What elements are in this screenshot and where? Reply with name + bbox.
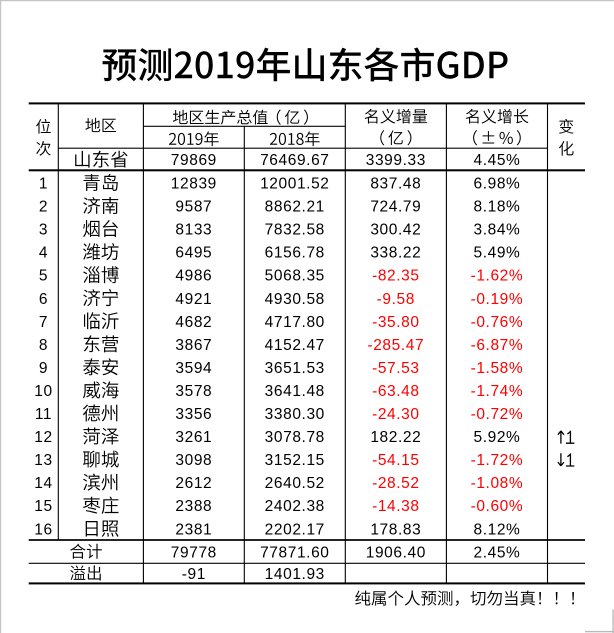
svg-text:-57.53: -57.53 — [372, 360, 420, 377]
svg-text:-1.62%: -1.62% — [471, 268, 524, 285]
svg-text:-28.52: -28.52 — [372, 475, 420, 492]
svg-text:3399.33: 3399.33 — [366, 152, 426, 169]
svg-text:182.22: 182.22 — [370, 429, 421, 446]
svg-text:6: 6 — [39, 291, 48, 308]
svg-text:13: 13 — [34, 452, 52, 469]
svg-text:837.48: 837.48 — [370, 176, 421, 193]
svg-text:3098: 3098 — [175, 452, 212, 469]
svg-text:-14.38: -14.38 — [372, 498, 420, 515]
svg-text:7832.58: 7832.58 — [265, 222, 325, 239]
svg-text:3867: 3867 — [175, 337, 212, 354]
svg-text:2388: 2388 — [175, 498, 212, 515]
svg-text:2640.52: 2640.52 — [265, 475, 325, 492]
svg-text:3.84%: 3.84% — [473, 222, 520, 239]
svg-text:4152.47: 4152.47 — [265, 337, 325, 354]
svg-text:-0.72%: -0.72% — [471, 406, 524, 423]
svg-text:3594: 3594 — [175, 360, 212, 377]
svg-text:-91: -91 — [182, 566, 206, 583]
svg-text:4921: 4921 — [175, 291, 212, 308]
svg-text:-0.76%: -0.76% — [471, 314, 524, 331]
svg-text:77871.60: 77871.60 — [260, 545, 329, 562]
svg-text:5: 5 — [39, 268, 48, 285]
svg-text:4682: 4682 — [175, 314, 212, 331]
svg-text:-63.48: -63.48 — [372, 383, 420, 400]
svg-text:-24.30: -24.30 — [372, 406, 420, 423]
svg-text:11: 11 — [35, 406, 52, 423]
svg-text:338.22: 338.22 — [370, 245, 421, 262]
svg-text:7: 7 — [39, 314, 48, 331]
svg-text:-0.60%: -0.60% — [471, 498, 524, 515]
svg-text:-1.72%: -1.72% — [471, 452, 524, 469]
svg-text:79869: 79869 — [171, 152, 217, 169]
svg-text:6.98%: 6.98% — [473, 176, 520, 193]
svg-text:3578: 3578 — [175, 383, 212, 400]
svg-text:2381: 2381 — [175, 521, 212, 538]
svg-text:2.45%: 2.45% — [473, 545, 520, 562]
svg-text:-35.80: -35.80 — [372, 314, 420, 331]
svg-text:15: 15 — [34, 498, 52, 515]
svg-text:2202.17: 2202.17 — [265, 521, 325, 538]
svg-text:-82.35: -82.35 — [372, 268, 420, 285]
svg-text:8133: 8133 — [175, 222, 212, 239]
svg-text:178.83: 178.83 — [370, 521, 421, 538]
svg-text:300.42: 300.42 — [370, 222, 421, 239]
svg-text:79778: 79778 — [171, 545, 217, 562]
svg-text:12001.52: 12001.52 — [260, 176, 329, 193]
svg-text:-285.47: -285.47 — [367, 337, 424, 354]
svg-text:-0.19%: -0.19% — [471, 291, 524, 308]
svg-text:4.45%: 4.45% — [473, 152, 520, 169]
svg-text:5068.35: 5068.35 — [265, 268, 325, 285]
svg-text:4930.58: 4930.58 — [265, 291, 325, 308]
svg-text:16: 16 — [34, 521, 52, 538]
svg-text:4: 4 — [39, 245, 48, 262]
svg-text:9587: 9587 — [175, 199, 212, 216]
svg-text:6495: 6495 — [175, 245, 212, 262]
svg-text:10: 10 — [34, 383, 52, 400]
svg-text:2612: 2612 — [175, 475, 212, 492]
svg-text:14: 14 — [34, 475, 52, 492]
svg-text:3: 3 — [39, 222, 48, 239]
svg-text:-1.74%: -1.74% — [471, 383, 524, 400]
svg-text:8862.21: 8862.21 — [265, 199, 325, 216]
svg-text:9: 9 — [39, 360, 48, 377]
svg-text:3152.15: 3152.15 — [265, 452, 325, 469]
svg-text:3380.30: 3380.30 — [265, 406, 325, 423]
svg-text:5.49%: 5.49% — [473, 245, 520, 262]
svg-text:4717.80: 4717.80 — [265, 314, 325, 331]
svg-text:8.12%: 8.12% — [473, 521, 520, 538]
svg-text:1906.40: 1906.40 — [366, 545, 426, 562]
svg-text:3078.78: 3078.78 — [265, 429, 325, 446]
svg-text:3356: 3356 — [175, 406, 212, 423]
svg-text:-9.58: -9.58 — [377, 291, 415, 308]
svg-text:1: 1 — [39, 176, 48, 193]
svg-text:3651.53: 3651.53 — [265, 360, 325, 377]
svg-text:2402.38: 2402.38 — [265, 498, 325, 515]
svg-text:1401.93: 1401.93 — [265, 566, 325, 583]
svg-text:724.79: 724.79 — [370, 199, 421, 216]
svg-text:12: 12 — [34, 429, 52, 446]
svg-text:76469.67: 76469.67 — [260, 152, 329, 169]
svg-text:12839: 12839 — [171, 176, 217, 193]
svg-text:8.18%: 8.18% — [473, 199, 520, 216]
svg-text:-1.58%: -1.58% — [471, 360, 524, 377]
svg-text:5.92%: 5.92% — [473, 429, 520, 446]
svg-text:2: 2 — [39, 199, 48, 216]
svg-text:3641.48: 3641.48 — [265, 383, 325, 400]
svg-text:-6.87%: -6.87% — [471, 337, 524, 354]
svg-text:6156.78: 6156.78 — [265, 245, 325, 262]
svg-text:-54.15: -54.15 — [372, 452, 420, 469]
svg-text:8: 8 — [39, 337, 48, 354]
svg-text:3261: 3261 — [175, 429, 212, 446]
svg-text:4986: 4986 — [175, 268, 212, 285]
svg-text:-1.08%: -1.08% — [471, 475, 524, 492]
